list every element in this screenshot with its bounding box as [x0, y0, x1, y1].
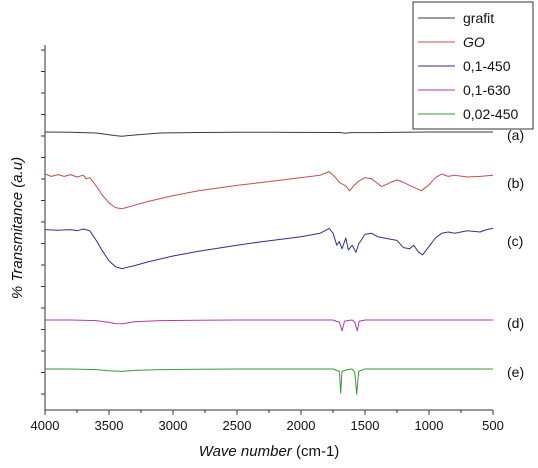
legend-label-5: 0,02-450 — [463, 106, 518, 122]
series-line-2 — [44, 171, 494, 210]
legend-label-1: grafit — [463, 10, 494, 26]
trace-label-3: (c) — [507, 233, 523, 249]
y-axis — [41, 45, 46, 410]
series-line-3 — [44, 227, 494, 270]
x-axis-unit: (cm-1) — [296, 443, 339, 460]
legend-label-2: GO — [463, 34, 485, 50]
series-line-4 — [45, 319, 493, 332]
trace-label-1: (a) — [507, 127, 524, 143]
y-axis-title: % Transmitance (a.u) — [9, 157, 26, 299]
series-line-1 — [44, 131, 493, 137]
x-axis: 4000 3500 3000 2500 2000 1500 1000 500 — [31, 409, 504, 433]
x-tick-label-3000: 3000 — [159, 418, 188, 433]
y-axis-ticks — [41, 49, 45, 395]
x-axis-title-text: Wave number — [199, 443, 293, 460]
legend-items: grafit GO 0,1-450 0,1-630 0,02-450 — [418, 10, 518, 122]
x-axis-title: Wave number (cm-1) — [199, 443, 340, 460]
x-tick-label-2000: 2000 — [287, 418, 316, 433]
legend-label-3: 0,1-450 — [463, 58, 511, 74]
x-tick-label-4000: 4000 — [31, 418, 60, 433]
x-tick-label-2500: 2500 — [223, 418, 252, 433]
series-line-5 — [45, 368, 493, 395]
trace-labels: (a) (b) (c) (d) (e) — [507, 127, 524, 380]
x-axis-ticks: 4000 3500 3000 2500 2000 1500 1000 500 — [31, 410, 504, 433]
trace-label-2: (b) — [507, 175, 524, 191]
legend: grafit GO 0,1-450 0,1-630 0,02-450 — [412, 1, 534, 130]
trace-label-5: (e) — [507, 364, 524, 380]
x-tick-label-500: 500 — [482, 418, 504, 433]
legend-label-4: 0,1-630 — [463, 82, 511, 98]
x-tick-label-3500: 3500 — [95, 418, 124, 433]
trace-label-4: (d) — [507, 315, 524, 331]
x-tick-label-1500: 1500 — [351, 418, 380, 433]
spectra-traces — [44, 131, 494, 395]
x-tick-label-1000: 1000 — [415, 418, 444, 433]
